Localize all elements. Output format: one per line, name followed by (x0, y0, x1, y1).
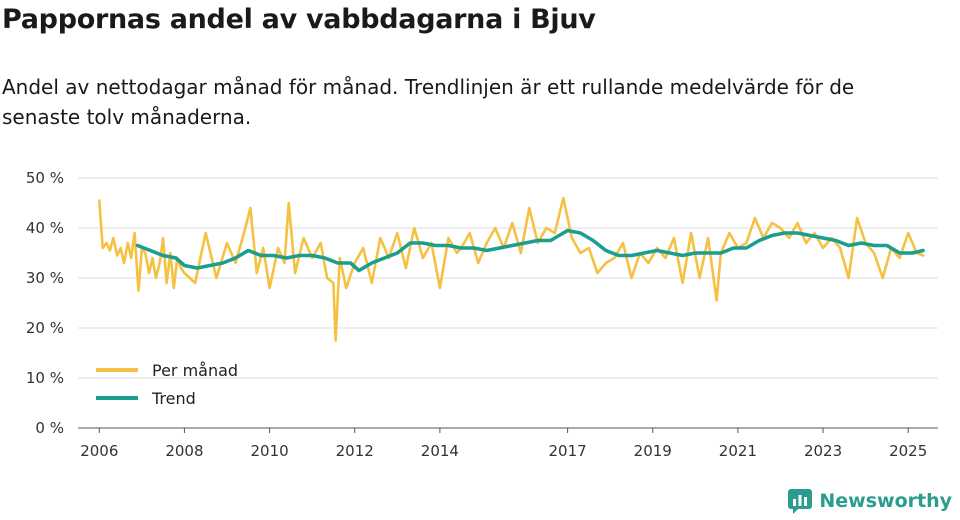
legend: Per månad Trend (96, 361, 238, 408)
y-tick-label: 20 % (26, 319, 64, 337)
legend-label: Trend (151, 389, 196, 408)
x-tick-label: 2021 (719, 442, 757, 460)
x-tick-label: 2019 (634, 442, 672, 460)
series-lines (98, 196, 925, 342)
legend-label: Per månad (152, 361, 238, 380)
x-tick-label: 2006 (80, 442, 118, 460)
x-tick-label: 2025 (889, 442, 927, 460)
series-line-trend (135, 228, 925, 273)
x-tick-label: 2010 (250, 442, 288, 460)
x-tick-label: 2023 (804, 442, 842, 460)
y-tick-label: 40 % (26, 219, 64, 237)
x-tick-label: 2008 (165, 442, 203, 460)
y-tick-label: 0 % (35, 419, 64, 437)
series-line-per-month (98, 196, 925, 342)
x-tick-label: 2017 (549, 442, 587, 460)
axes: 0 % 10 % 20 % 30 % 40 % 50 % 2006 2008 2010 2012 2… (26, 169, 927, 460)
grid-lines (78, 177, 938, 429)
y-tick-label: 10 % (26, 369, 64, 387)
chart-subtitle: Andel av nettodagar månad för månad. Tre… (2, 75, 855, 129)
brand-name: Newsworthy (819, 490, 952, 512)
x-tick-label: 2012 (336, 442, 374, 460)
y-tick-label: 30 % (26, 269, 64, 287)
x-tick-label: 2014 (421, 442, 459, 460)
y-tick-label: 50 % (26, 169, 64, 187)
bar-chart-icon (788, 489, 813, 514)
brand-logo: Newsworthy (787, 488, 952, 514)
chart-title: Pappornas andel av vabbdagarna i Bjuv (2, 4, 596, 35)
